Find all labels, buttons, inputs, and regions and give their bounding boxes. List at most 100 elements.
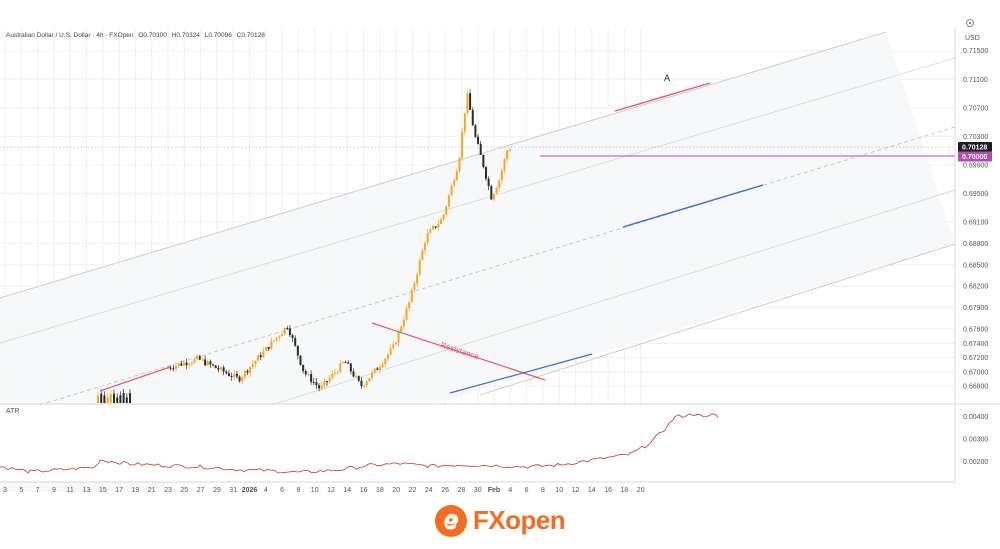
time-tick-label: 11 — [67, 487, 74, 494]
price-tick-label: 0.69900 — [963, 162, 988, 169]
candle-body — [471, 109, 474, 126]
time-tick-label: 20 — [637, 487, 645, 494]
candle-body — [373, 368, 376, 373]
candle-body — [336, 372, 339, 374]
candle-body — [177, 363, 180, 366]
candles[interactable] — [97, 89, 511, 403]
candle-body — [482, 154, 485, 168]
candle-body — [437, 223, 440, 228]
candle-body — [129, 393, 131, 403]
price-tick-label: 0.67200 — [963, 355, 988, 362]
brand-footer: FXopen — [0, 492, 1000, 549]
candle-body — [381, 364, 384, 368]
candle-body — [225, 371, 228, 374]
candle-body — [371, 372, 374, 378]
time-axis[interactable]: 3 5 7 9 11 13 15 17 19 21 23 25 27 29 31 2026 4 6 8 10 12 14 1… — [3, 487, 645, 494]
candle-body — [379, 367, 381, 370]
candle-body — [257, 355, 260, 361]
candle-body — [122, 393, 125, 403]
candle-body — [267, 346, 270, 349]
candle-body — [495, 188, 498, 194]
candle-body — [498, 180, 501, 189]
candle-body — [294, 338, 297, 346]
resistance-line-left[interactable] — [99, 366, 171, 392]
candle-body — [201, 359, 204, 361]
candle-body — [182, 362, 185, 366]
atr-axis[interactable]: 0.00400 0.00300 0.00200 — [963, 414, 988, 466]
close-value: C0.70128 — [237, 32, 266, 39]
candle-body — [125, 397, 128, 403]
time-tick-label: 18 — [376, 487, 384, 494]
candle-body — [288, 328, 291, 336]
low-value: L0.70096 — [205, 32, 232, 39]
candle-body — [204, 359, 207, 366]
candle-body — [113, 393, 115, 403]
candle-body — [230, 375, 233, 378]
candle-body — [262, 350, 265, 358]
price-tick-label: 0.70300 — [963, 134, 988, 141]
candle-body — [323, 381, 326, 386]
candle-body — [241, 377, 244, 382]
candle-body — [310, 374, 313, 382]
point-a-label: A — [664, 73, 670, 83]
candle-body — [479, 143, 482, 155]
candle-body — [410, 289, 413, 302]
channel-upper-line[interactable] — [0, 31, 887, 299]
candle-body — [116, 397, 119, 403]
candle-body — [492, 193, 495, 200]
candle-body — [235, 373, 238, 377]
time-tick-label: 12 — [327, 487, 335, 494]
price-tick-label: 0.69100 — [963, 220, 988, 227]
candle-body — [455, 171, 458, 181]
time-tick-label: 5 — [19, 487, 23, 494]
channel-median-line[interactable] — [0, 126, 956, 418]
candle-body — [500, 170, 503, 181]
time-tick-label: 8 — [296, 487, 300, 494]
atr-tick-label: 0.00300 — [963, 436, 988, 443]
candle-body — [426, 232, 429, 243]
candle-body — [109, 394, 112, 403]
channel-lower-line[interactable] — [479, 243, 956, 396]
time-tick-label: 19 — [132, 487, 140, 494]
channel-inner-upper-line[interactable] — [0, 57, 956, 344]
atr-tick-label: 0.00400 — [963, 414, 988, 421]
price-tick-label: 0.68800 — [963, 241, 988, 248]
candle-body — [347, 362, 350, 364]
candle-body — [429, 229, 432, 233]
candle-body — [418, 259, 421, 275]
support-line-upper[interactable] — [622, 184, 764, 228]
candle-body — [506, 150, 509, 160]
price-tick-label: 0.67000 — [963, 369, 988, 376]
candle-body — [421, 250, 424, 260]
time-tick-label: 17 — [115, 487, 123, 494]
settings-icon[interactable] — [966, 19, 974, 27]
price-axis[interactable]: 0.71500 0.71100 0.70700 0.70300 0.69900 0.695… — [963, 48, 988, 390]
time-tick-label: 2026 — [242, 487, 258, 494]
candle-body — [251, 363, 254, 367]
time-tick-label: 21 — [148, 487, 156, 494]
candle-body — [352, 371, 355, 377]
candle-body — [280, 334, 283, 337]
candle-body — [270, 341, 273, 349]
time-tick-label: 12 — [572, 487, 580, 494]
price-tick-label: 0.67900 — [963, 305, 988, 312]
candle-body — [206, 361, 209, 366]
candle-body — [363, 385, 366, 387]
candle-body — [307, 374, 310, 376]
candle-body — [299, 355, 302, 365]
time-tick-label: 10 — [555, 487, 563, 494]
resistance-line-top[interactable] — [614, 82, 711, 112]
time-tick-label: Feb — [488, 487, 500, 494]
resistance-line[interactable] — [371, 322, 546, 381]
candle-body — [193, 358, 196, 363]
candle-body — [249, 366, 252, 373]
candle-body — [246, 370, 249, 373]
support-line-lower[interactable] — [449, 353, 593, 394]
time-tick-label: 14 — [343, 487, 351, 494]
candle-body — [265, 346, 268, 351]
atr-title: ATR — [6, 408, 19, 415]
candle-body — [355, 376, 358, 378]
time-tick-label: 31 — [229, 487, 237, 494]
atr-line[interactable] — [0, 413, 719, 474]
